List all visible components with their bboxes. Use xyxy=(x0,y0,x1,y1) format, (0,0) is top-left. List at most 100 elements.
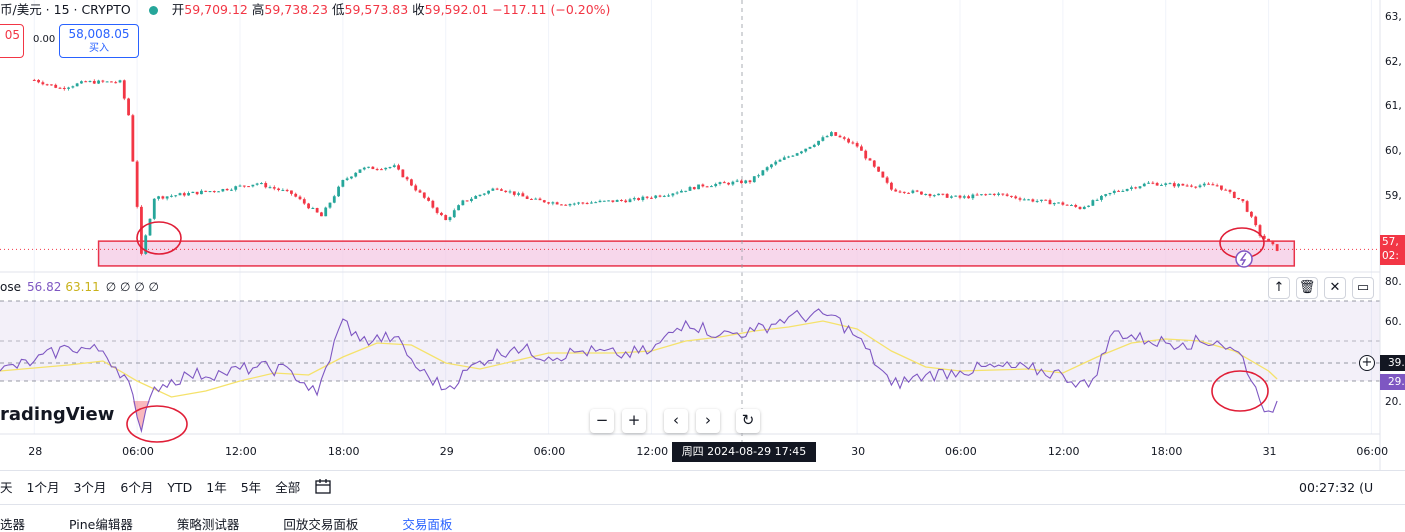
range-button[interactable]: 全部 xyxy=(275,480,301,495)
range-toolbar: 天 1个月 3个月 6个月 YTD 1年 5年 全部 xyxy=(0,478,314,498)
time-axis-label: 18:00 xyxy=(1150,445,1183,458)
candle-body xyxy=(787,156,790,158)
candle-body xyxy=(1061,202,1065,205)
candle-body xyxy=(765,167,769,171)
candle-body xyxy=(928,193,932,196)
candle-body xyxy=(1211,184,1215,186)
zoom-out-button[interactable]: − xyxy=(590,409,614,433)
range-button[interactable]: 6个月 xyxy=(120,480,154,495)
candle-body xyxy=(740,180,743,184)
candle-body xyxy=(58,87,62,89)
candle-body xyxy=(911,190,915,193)
candle-body xyxy=(714,183,718,187)
candle-body xyxy=(414,185,418,191)
time-axis-label: 12:00 xyxy=(636,445,669,458)
alert-lightning-icon[interactable] xyxy=(1235,250,1253,268)
session-clock[interactable]: 00:27:32 (U xyxy=(1299,480,1374,495)
change-value: −117.11 (−0.20%) xyxy=(492,2,611,17)
range-button[interactable]: 1个月 xyxy=(26,480,60,495)
candle-body xyxy=(920,191,923,195)
tab-replay-panel[interactable]: 回放交易面板 xyxy=(283,517,359,532)
range-button[interactable]: 5年 xyxy=(240,480,262,495)
candle-body xyxy=(71,86,75,88)
date-range-icon[interactable] xyxy=(314,478,334,496)
candle-body xyxy=(778,159,782,162)
candle-body xyxy=(1108,192,1112,195)
tab-screener[interactable]: 选器 xyxy=(0,517,26,532)
range-button[interactable]: YTD xyxy=(167,480,193,495)
candle-body xyxy=(1044,199,1048,201)
candle-body xyxy=(80,81,83,84)
candle-body xyxy=(658,195,662,197)
candle-body xyxy=(251,184,255,187)
candle-body xyxy=(590,202,593,204)
tab-pine-editor[interactable]: Pine编辑器 xyxy=(69,517,133,532)
candle-body xyxy=(701,184,705,187)
candle-body xyxy=(722,182,726,184)
candle-body xyxy=(907,192,910,194)
rsi-axis-label: 60. xyxy=(1385,316,1402,328)
spread-value: 0.00 xyxy=(33,34,56,45)
range-button[interactable]: 3个月 xyxy=(73,480,107,495)
candle-body xyxy=(881,171,885,178)
candle-body xyxy=(1237,197,1240,200)
zoom-in-button[interactable]: + xyxy=(622,409,646,433)
candle-body xyxy=(187,193,190,196)
scroll-left-button[interactable]: ‹ xyxy=(664,409,688,433)
pane-move-up-icon[interactable]: ↑ xyxy=(1268,277,1290,299)
scroll-right-button[interactable]: › xyxy=(696,409,720,433)
sell-button[interactable]: 05 xyxy=(0,24,24,58)
candle-body xyxy=(1245,201,1249,212)
reset-chart-button[interactable]: ↻ xyxy=(736,409,760,433)
candle-body xyxy=(975,194,979,196)
rsi-legend-extras: ∅ ∅ ∅ ∅ xyxy=(105,280,159,294)
add-alert-icon[interactable]: + xyxy=(1359,355,1375,371)
candle-body xyxy=(517,193,520,195)
candle-body xyxy=(894,189,898,192)
candle-body xyxy=(1125,188,1129,191)
buy-button[interactable]: 58,008.05 买入 xyxy=(59,24,139,58)
candle-body xyxy=(525,196,529,199)
candle-body xyxy=(62,87,66,89)
candle-body xyxy=(358,169,362,173)
candle-body xyxy=(290,190,293,194)
candle-body xyxy=(1091,200,1095,206)
candle-body xyxy=(204,190,208,192)
pane-delete-icon[interactable]: 🗑 xyxy=(1296,277,1318,299)
candle-body xyxy=(1065,204,1069,206)
candle-body xyxy=(598,200,602,203)
candle-body xyxy=(427,197,430,201)
candle-body xyxy=(1241,199,1245,202)
candle-body xyxy=(452,210,456,218)
rsi-legend[interactable]: ose 56.82 63.11 ∅ ∅ ∅ ∅ xyxy=(0,280,159,294)
candle-body xyxy=(1100,195,1103,200)
candle-body xyxy=(440,212,443,216)
candle-body xyxy=(847,138,850,143)
candle-body xyxy=(418,190,422,193)
toolbar-divider xyxy=(0,470,1405,471)
pane-collapse-icon[interactable]: ✕ xyxy=(1324,277,1346,299)
candle-body xyxy=(727,182,730,185)
candle-body xyxy=(1258,225,1262,236)
tab-trading-panel[interactable]: 交易面板 xyxy=(402,517,453,532)
candle-body xyxy=(958,195,962,198)
candle-body xyxy=(311,208,315,210)
candle-body xyxy=(504,190,508,193)
candle-body xyxy=(568,204,572,206)
candle-body xyxy=(757,175,760,177)
time-axis-label: 30 xyxy=(851,445,866,458)
pane-maximize-icon[interactable]: ▭ xyxy=(1352,277,1374,299)
time-axis-label: 06:00 xyxy=(533,445,566,458)
candle-body xyxy=(812,144,816,147)
range-button[interactable]: 1年 xyxy=(206,480,227,495)
candle-body xyxy=(804,148,808,152)
symbol-title[interactable]: 币/美元 · 15 · CRYPTO xyxy=(0,2,131,17)
range-button[interactable]: 天 xyxy=(0,480,13,495)
candle-body xyxy=(512,191,516,195)
candle-body xyxy=(92,80,96,84)
candle-body xyxy=(954,195,958,197)
tab-strategy-tester[interactable]: 策略测试器 xyxy=(176,517,240,532)
candle-body xyxy=(1095,199,1099,201)
candle-body xyxy=(1275,244,1279,251)
